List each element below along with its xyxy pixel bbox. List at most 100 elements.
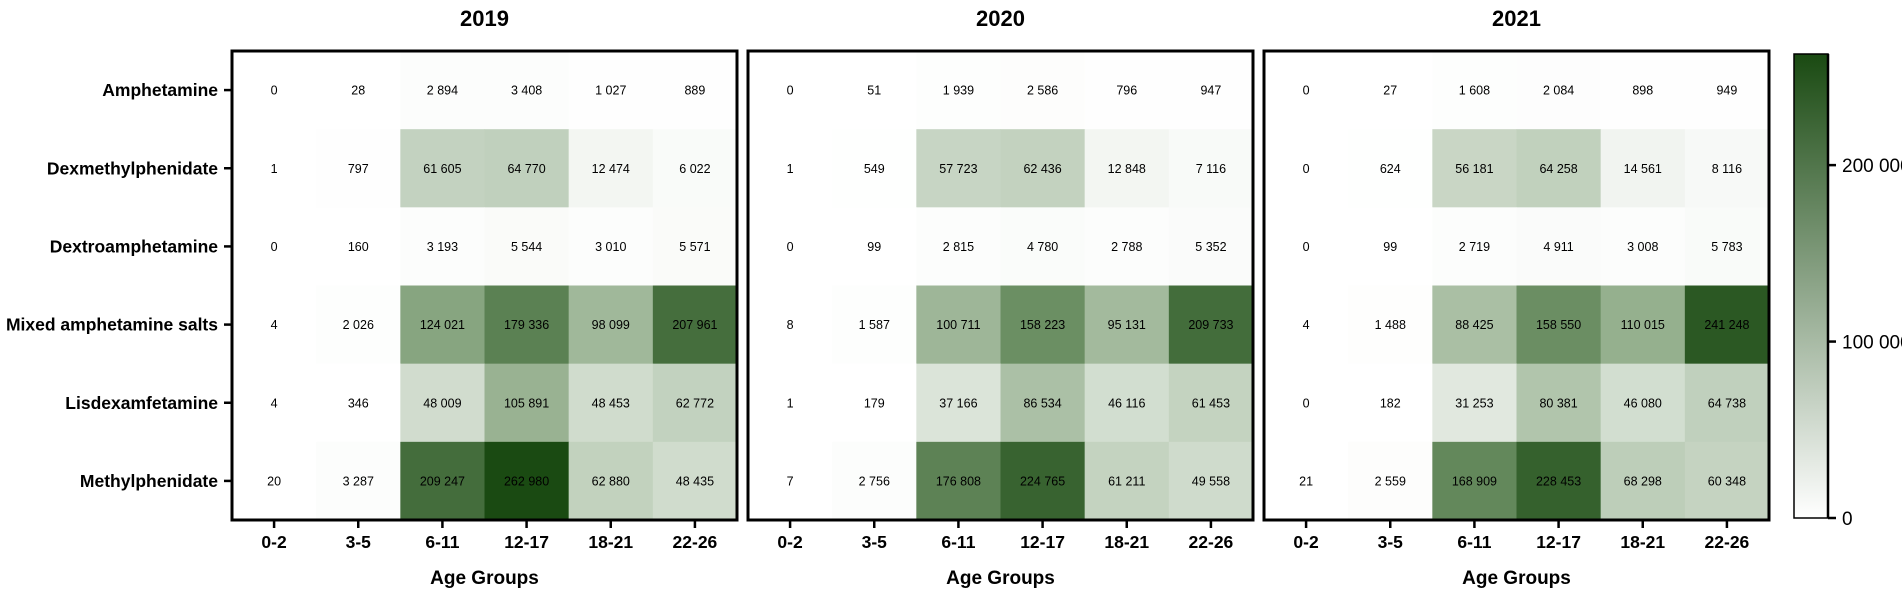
cell-value-label: 2 815 [943,240,974,254]
cell-value-label: 168 909 [1452,474,1497,488]
row-label-mixed-amphetamine-salts: Mixed amphetamine salts [6,315,218,335]
heatmap-cell [568,285,654,365]
heatmap-cell [1084,441,1170,521]
cell-value-label: 3 008 [1627,240,1658,254]
heatmap-cell [1600,207,1686,286]
heatmap-cell [316,129,401,208]
heatmap-cell [484,363,570,443]
cell-value-label: 160 [348,240,369,254]
cell-value-label: 158 223 [1020,318,1065,332]
heatmap-cell [484,441,570,521]
heatmap-cell [1348,363,1433,443]
heatmap-cell [1684,441,1770,521]
heatmap-cell [1084,285,1170,365]
heatmap-cell [1432,441,1517,521]
heatmap-cell [316,51,401,130]
cell-value-label: 0 [787,240,794,254]
heatmap-cell [652,441,738,521]
cell-value-label: 0 [1303,84,1310,98]
cell-value-label: 4 [1303,318,1310,332]
cell-value-label: 182 [1380,396,1401,410]
heatmap-cell [1684,363,1770,443]
cell-value-label: 2 026 [343,318,374,332]
cell-value-label: 48 435 [676,474,714,488]
cell-value-label: 46 116 [1108,396,1145,410]
x-tick-label: 12-17 [504,532,549,552]
heatmap-cell [316,441,401,521]
heatmap-cell [316,285,401,365]
heatmap-cell [916,207,1001,286]
cell-value-label: 64 258 [1539,162,1577,176]
cell-value-label: 48 009 [423,396,461,410]
x-tick-label: 3-5 [346,532,372,552]
cell-value-label: 889 [684,84,705,98]
cell-value-label: 2 084 [1543,84,1574,98]
cell-value-label: 224 765 [1020,474,1065,488]
cell-value-label: 3 010 [595,240,626,254]
cell-value-label: 1 [787,162,794,176]
heatmap-cell [1348,207,1433,286]
cell-value-label: 105 891 [504,396,549,410]
panel-title: 2019 [460,6,509,31]
heatmap-cell [1000,129,1086,208]
heatmap-cell [1168,207,1254,286]
heatmap-cell [832,129,917,208]
x-tick-label: 3-5 [1378,532,1404,552]
cell-value-label: 209 247 [420,474,465,488]
heatmap-cell [1432,129,1517,208]
x-tick-label: 0-2 [261,532,287,552]
cell-value-label: 7 116 [1196,162,1226,176]
x-tick-label: 0-2 [777,532,803,552]
heatmap-cell [1264,441,1349,521]
heatmap-cell [400,51,485,130]
cell-value-label: 95 131 [1108,318,1146,332]
heatmap-cell [1516,51,1602,130]
heatmap-cell [1000,207,1086,286]
cell-value-label: 179 [864,396,885,410]
x-tick-label: 6-11 [425,532,459,552]
heatmap-cell [1168,51,1254,130]
cell-value-label: 5 783 [1711,240,1742,254]
heatmap-cell [1000,285,1086,365]
heatmap-cell [568,51,654,130]
x-tick-label: 22-26 [673,532,718,552]
x-axis-label: Age Groups [430,568,539,589]
cell-value-label: 80 381 [1539,396,1577,410]
heatmap-cell [748,51,833,130]
cell-value-label: 20 [267,474,281,488]
cell-value-label: 228 453 [1536,474,1581,488]
cell-value-label: 179 336 [504,318,549,332]
cell-value-label: 62 880 [592,474,630,488]
cell-value-label: 947 [1200,84,1221,98]
heatmap-cell [1348,51,1433,130]
cell-value-label: 5 571 [679,240,710,254]
heatmap-cell [1084,51,1170,130]
heatmap-cell [568,363,654,443]
heatmap-cell [1516,285,1602,365]
row-label-dexmethylphenidate: Dexmethylphenidate [47,158,218,178]
heatmap-cell [484,51,570,130]
cell-value-label: 624 [1380,162,1401,176]
cell-value-label: 8 [787,318,794,332]
heatmap-cell [232,363,317,443]
cell-value-label: 61 453 [1192,396,1230,410]
cell-value-label: 0 [271,84,278,98]
cell-value-label: 61 605 [423,162,461,176]
x-axis-label: Age Groups [946,568,1055,589]
heatmap-cell [652,129,738,208]
heatmap-cell [1264,51,1349,130]
heatmap-panel-2021: 2021 0 27 1 608 2 084 898 949 0 624 56 181 64 258 1… [1262,6,1771,589]
heatmap-cell [748,207,833,286]
cell-value-label: 549 [864,162,885,176]
cell-value-label: 4 [271,396,278,410]
cell-value-label: 21 [1299,474,1313,488]
cell-value-label: 64 738 [1708,396,1746,410]
cell-value-label: 0 [271,240,278,254]
colorbar-tick-label: 200 000 [1842,156,1902,177]
heatmap-cell [652,51,738,130]
cell-value-label: 99 [867,240,881,254]
cell-value-label: 99 [1383,240,1397,254]
heatmap-cell [1168,441,1254,521]
cell-value-label: 46 080 [1624,396,1662,410]
